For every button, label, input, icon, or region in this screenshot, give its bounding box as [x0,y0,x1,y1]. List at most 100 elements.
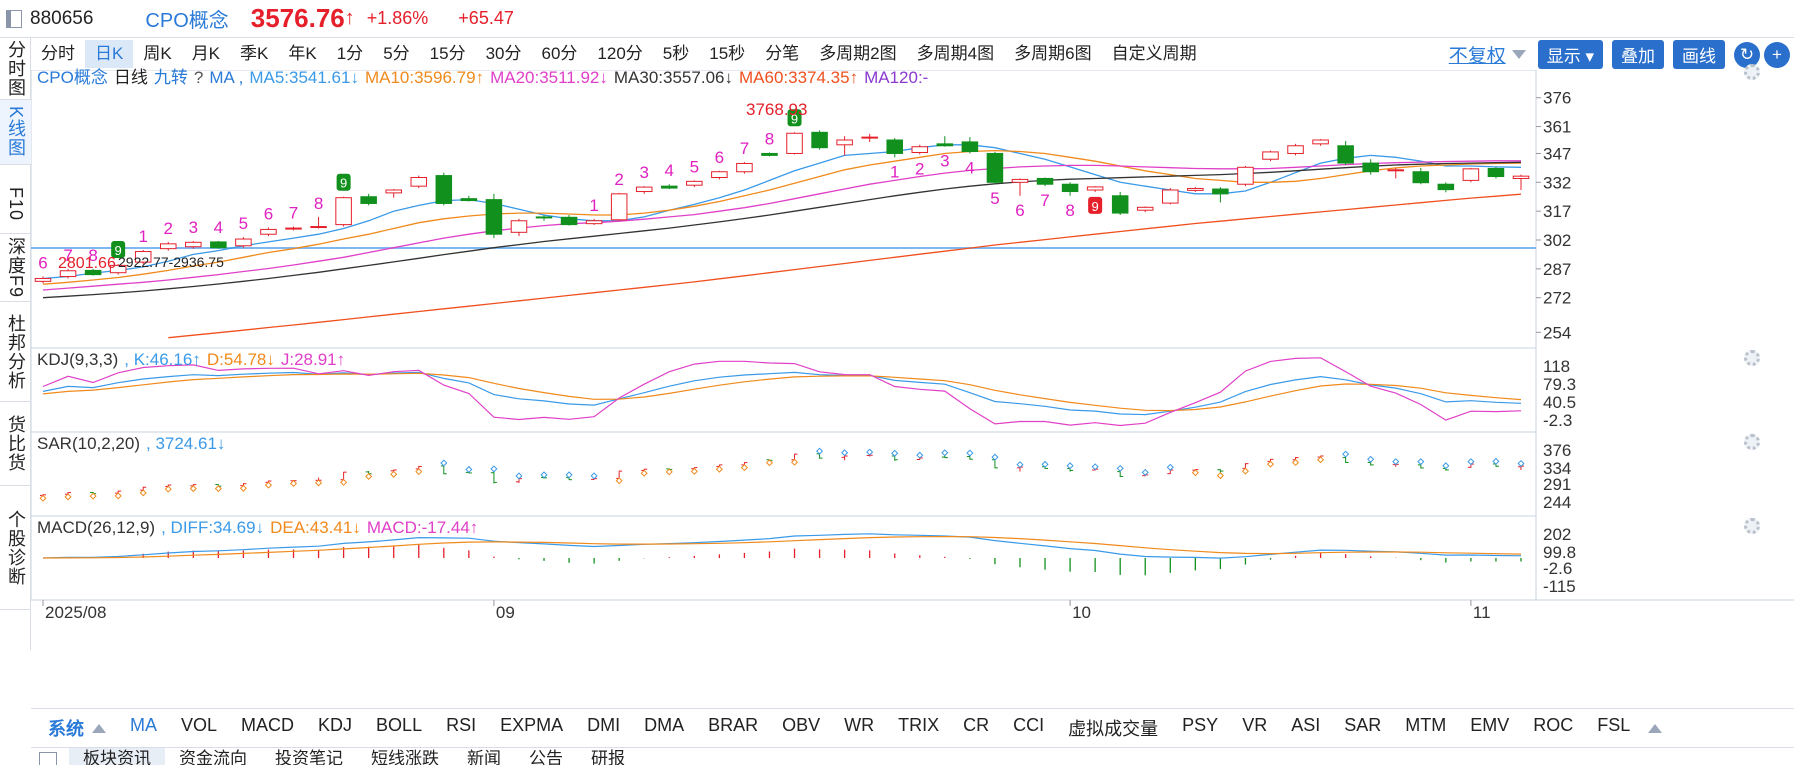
indicator-14[interactable]: CCI [1013,715,1045,735]
candle-body [1262,151,1279,160]
sar-dot [164,485,172,493]
chevron-down-icon[interactable] [1511,50,1526,59]
refresh-icon[interactable]: ↻ [1734,41,1760,68]
period-tab[interactable]: 1分 [336,44,364,63]
period-tab[interactable]: 分时 [41,44,75,63]
indicator-21[interactable]: EMV [1470,715,1510,735]
indicator-5[interactable]: RSI [446,715,477,735]
nine-turn-label: 1 [890,162,899,181]
period-tab[interactable]: 120分 [597,44,643,63]
sar-dot [289,479,298,487]
indicator-1[interactable]: VOL [181,715,218,735]
ma-line-ma30 [42,161,1522,299]
period-tab[interactable]: 月K [191,44,221,63]
sar-dot [715,465,723,473]
nine-turn-label: 7 [740,139,749,158]
indicator-7[interactable]: DMI [587,715,621,735]
candle-body [736,162,753,173]
nine-turn-label: 3 [940,152,949,171]
candle-body [886,139,903,154]
zoom-in-icon[interactable]: + [1764,41,1790,68]
indicator-10[interactable]: OBV [782,715,821,735]
indicator-11[interactable]: WR [844,715,875,735]
candle-body [109,264,127,274]
draw-line-button[interactable]: 画线 [1673,40,1725,69]
stock-name[interactable]: CPO概念 [145,10,229,32]
period-tab[interactable]: 多周期6图 [1014,44,1092,63]
indicator-22[interactable]: ROC [1533,715,1574,735]
tab-6[interactable]: 研报 [591,749,625,765]
nine-turn-label: 7 [1040,191,1049,210]
sidebar-item-2[interactable]: F10 [0,176,31,234]
period-tab[interactable]: 15秒 [709,44,746,63]
indicator-6[interactable]: EXPMA [500,715,564,735]
chart-area[interactable]: 376 361 347 332 317 302 287 272 254 6 7 8 9 1 2 3 4 5 6 7 8 9… [30,64,1794,708]
overlay-button[interactable]: 叠加 [1612,40,1664,69]
indicator-12[interactable]: TRIX [898,715,940,735]
period-tab[interactable]: 自定义周期 [1111,44,1197,63]
sar-settings-icon[interactable] [1744,434,1760,450]
indicator-18[interactable]: ASI [1291,715,1321,735]
indicator-20[interactable]: MTM [1405,715,1447,735]
period-tab[interactable]: 分笔 [765,44,800,63]
period-tab[interactable]: 60分 [541,44,578,63]
tab-3[interactable]: 短线涨跌 [371,749,439,765]
indicator-9[interactable]: BRAR [708,715,759,735]
adjust-mode-select[interactable]: 不复权 [1448,46,1506,67]
tab-2[interactable]: 投资笔记 [275,749,343,765]
sidebar-item-4[interactable]: 杜邦分析 [0,302,31,402]
period-tab[interactable]: 多周期4图 [916,44,995,63]
nine-turn-label: 2 [915,159,924,178]
panel-checkbox[interactable] [39,752,57,765]
period-tab[interactable]: 季K [240,44,269,63]
legend-item: MA5:3541.61↓ [249,68,359,87]
period-tab[interactable]: 5分 [383,44,410,63]
indicator-23[interactable]: FSL [1597,715,1631,735]
show-button[interactable]: 显示 ▾ [1537,40,1603,69]
candle-body [435,175,453,204]
tab-4[interactable]: 新闻 [467,749,501,765]
price-axis-label: 361 [1543,118,1571,137]
period-tab[interactable]: 15分 [429,44,466,63]
sidebar-item-1[interactable]: K线图 [0,100,31,165]
indicator-2[interactable]: MACD [241,715,295,735]
indicator-4[interactable]: BOLL [376,715,423,735]
kdj-settings-icon[interactable] [1744,350,1760,366]
indicator-19[interactable]: SAR [1344,715,1382,735]
indicator-3[interactable]: KDJ [318,715,353,735]
system-menu[interactable]: 系统 [48,715,106,741]
legend-item: ? [193,68,204,87]
period-tab[interactable]: 年K [288,44,317,63]
kdj-line-d [42,372,1522,412]
candle-body [1237,166,1254,185]
tab-5[interactable]: 公告 [529,749,563,765]
indicator-15[interactable]: 虚拟成交量 [1068,719,1159,739]
sidebar-item-0[interactable]: 分时图 [0,38,31,100]
kdj-axis-label: -2.3 [1543,411,1572,430]
indicator-0[interactable]: MA [130,715,157,735]
candle-body [260,228,277,235]
panel-toggle-icon[interactable] [6,9,22,28]
tab-0[interactable]: 板块资讯 [69,748,165,765]
nine-turn-flag [1088,196,1103,214]
indicator-16[interactable]: PSY [1182,715,1219,735]
macd-settings-icon[interactable] [1744,518,1760,534]
chevron-up-icon[interactable] [1648,723,1663,733]
period-tab[interactable]: 多周期2图 [819,44,897,63]
sidebar-item-6[interactable]: 个股诊断 [0,486,31,610]
sar-dot [790,458,799,466]
period-tab[interactable]: 周K [143,44,172,63]
tab-1[interactable]: 资金流向 [179,749,247,765]
indicator-17[interactable]: VR [1242,715,1268,735]
sidebar-item-5[interactable]: 货比货 [0,402,31,486]
sidebar-item-3[interactable]: 深度F9 [0,234,31,302]
indicator-8[interactable]: DMA [644,715,685,735]
period-tab[interactable]: 30分 [485,44,522,63]
indicator-13[interactable]: CR [963,715,990,735]
period-tab[interactable]: 5秒 [662,44,690,63]
period-tab[interactable]: 日K [85,40,134,68]
main-settings-icon[interactable] [1744,64,1760,80]
legend-item: DEA:43.41↓ [270,518,361,537]
legend-item: MA30:3557.06↓ [613,68,733,87]
